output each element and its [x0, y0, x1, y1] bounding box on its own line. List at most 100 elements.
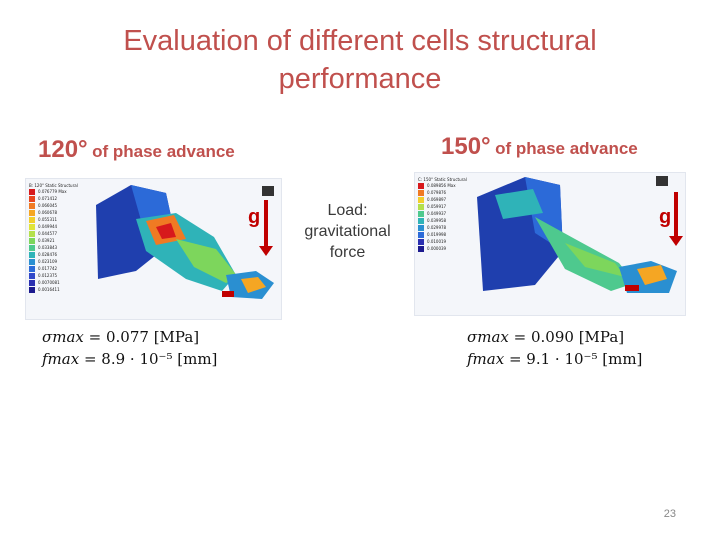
left-cap-icon — [262, 186, 274, 196]
page-number: 23 — [663, 508, 676, 520]
right-caption-text: of phase advance — [495, 139, 638, 158]
left-legend-swatch — [29, 272, 35, 279]
right-legend-value: 0.089856 Max — [427, 183, 456, 188]
right-legend-row: 0.019998 — [418, 231, 490, 238]
left-legend-value: 0.049944 — [38, 224, 58, 229]
left-legend-swatch — [29, 279, 35, 286]
load-label: Load: gravitational force — [304, 202, 391, 261]
left-legend-row: 0.0070081 — [29, 279, 101, 286]
right-cap-icon — [656, 176, 668, 186]
right-caption: 150° of phase advance — [441, 133, 638, 161]
right-formulas: σmax = 0.090 [MPa] fmax = 9.1 · 10⁻⁵ [mm… — [467, 326, 642, 370]
left-legend-row: 0.012375 — [29, 272, 101, 279]
left-angle: 120° — [38, 136, 88, 163]
left-legend-row: 0.033843 — [29, 244, 101, 251]
left-legend-swatch — [29, 202, 35, 209]
right-legend-swatch — [418, 238, 424, 245]
right-legend-row: 0.069897 — [418, 196, 490, 203]
right-legend: C: 150° Static Structural 0.089856 Max 0.… — [418, 177, 490, 252]
right-legend-value: 0.079876 — [427, 190, 447, 195]
left-legend-value: 0.055311 — [38, 217, 58, 222]
right-legend-title: C: 150° Static Structural — [418, 177, 467, 182]
left-legend-swatch — [29, 195, 35, 202]
right-legend-row: 0.000039 — [418, 245, 490, 252]
left-f-lhs: fmax — [42, 350, 80, 368]
left-legend-value: 0.066045 — [38, 203, 58, 208]
right-legend-row: 0.049937 — [418, 210, 490, 217]
right-gravity-arrow-shaft — [674, 192, 678, 238]
left-legend-swatch — [29, 223, 35, 230]
left-legend-row: 0.066045 — [29, 202, 101, 209]
left-legend-value: 0.023109 — [38, 259, 58, 264]
left-simulation-image: B: 120° Static Structural 0.076779 Max 0.… — [25, 178, 282, 320]
left-legend-row: 0.028476 — [29, 251, 101, 258]
left-sigma-value: = 0.077 [MPa] — [88, 328, 200, 346]
left-legend-value: 0.076779 Max — [38, 189, 67, 194]
left-legend-value: 0.0016411 — [38, 287, 60, 292]
right-legend-value: 0.069897 — [427, 197, 447, 202]
left-legend-swatch — [29, 244, 35, 251]
left-caption-text: of phase advance — [92, 142, 235, 161]
left-formulas: σmax = 0.077 [MPa] fmax = 8.9 · 10⁻⁵ [mm… — [42, 326, 217, 370]
right-legend-row: 0.039958 — [418, 217, 490, 224]
right-f-lhs: fmax — [467, 350, 505, 368]
left-legend-value: 0.012375 — [38, 273, 58, 278]
right-legend-swatch — [418, 245, 424, 252]
right-gravity-label: g — [659, 206, 672, 228]
left-legend-row: 0.049944 — [29, 223, 101, 230]
left-gravity-arrow-head — [259, 246, 273, 256]
left-legend-swatch — [29, 209, 35, 216]
right-angle: 150° — [441, 133, 491, 160]
left-gravity-arrow-shaft — [264, 200, 268, 248]
left-legend-value: 0.03921 — [38, 238, 55, 243]
left-legend-swatch — [29, 258, 35, 265]
left-legend-row: 0.0016411 — [29, 286, 101, 293]
left-legend-swatch — [29, 251, 35, 258]
left-legend: B: 120° Static Structural 0.076779 Max 0.… — [29, 183, 101, 293]
right-gravity-arrow-head — [669, 236, 683, 246]
right-legend-row: 0.089856 Max — [418, 182, 490, 189]
right-simulation-image: C: 150° Static Structural 0.089856 Max 0.… — [414, 172, 686, 316]
left-legend-value: 0.033843 — [38, 245, 58, 250]
left-legend-row: 0.017742 — [29, 265, 101, 272]
left-legend-title: B: 120° Static Structural — [29, 183, 78, 188]
left-legend-swatch — [29, 216, 35, 223]
left-legend-row: 0.071412 — [29, 195, 101, 202]
right-legend-row: 0.010019 — [418, 238, 490, 245]
left-legend-row: 0.055311 — [29, 216, 101, 223]
right-legend-value: 0.039958 — [427, 218, 447, 223]
right-legend-swatch — [418, 224, 424, 231]
left-legend-swatch — [29, 265, 35, 272]
right-legend-value: 0.049937 — [427, 211, 447, 216]
right-f-value: = 9.1 · 10⁻⁵ [mm] — [508, 350, 643, 368]
left-legend-value: 0.017742 — [38, 266, 58, 271]
left-legend-value: 0.0070081 — [38, 280, 60, 285]
right-legend-swatch — [418, 203, 424, 210]
right-legend-value: 0.000039 — [427, 246, 447, 251]
right-legend-swatch — [418, 182, 424, 189]
right-legend-value: 0.010019 — [427, 239, 447, 244]
left-legend-swatch — [29, 237, 35, 244]
right-legend-swatch — [418, 210, 424, 217]
left-gravity-label: g — [248, 206, 261, 228]
right-legend-row: 0.029978 — [418, 224, 490, 231]
slide-title: Evaluation of different cells structural… — [123, 25, 597, 95]
left-legend-value: 0.044577 — [38, 231, 58, 236]
left-legend-row: 0.023109 — [29, 258, 101, 265]
left-legend-value: 0.060678 — [38, 210, 58, 215]
right-legend-swatch — [418, 217, 424, 224]
left-legend-swatch — [29, 286, 35, 293]
left-legend-value: 0.071412 — [38, 196, 58, 201]
left-legend-row: 0.060678 — [29, 209, 101, 216]
right-legend-row: 0.059917 — [418, 203, 490, 210]
right-sigma-lhs: σmax — [467, 328, 509, 346]
left-legend-value: 0.028476 — [38, 252, 58, 257]
right-legend-swatch — [418, 189, 424, 196]
left-caption: 120° of phase advance — [38, 136, 235, 164]
right-legend-swatch — [418, 196, 424, 203]
left-legend-swatch — [29, 230, 35, 237]
left-legend-row: 0.03921 — [29, 237, 101, 244]
right-legend-row: 0.079876 — [418, 189, 490, 196]
right-structure-render — [477, 177, 677, 293]
left-f-value: = 8.9 · 10⁻⁵ [mm] — [83, 350, 218, 368]
